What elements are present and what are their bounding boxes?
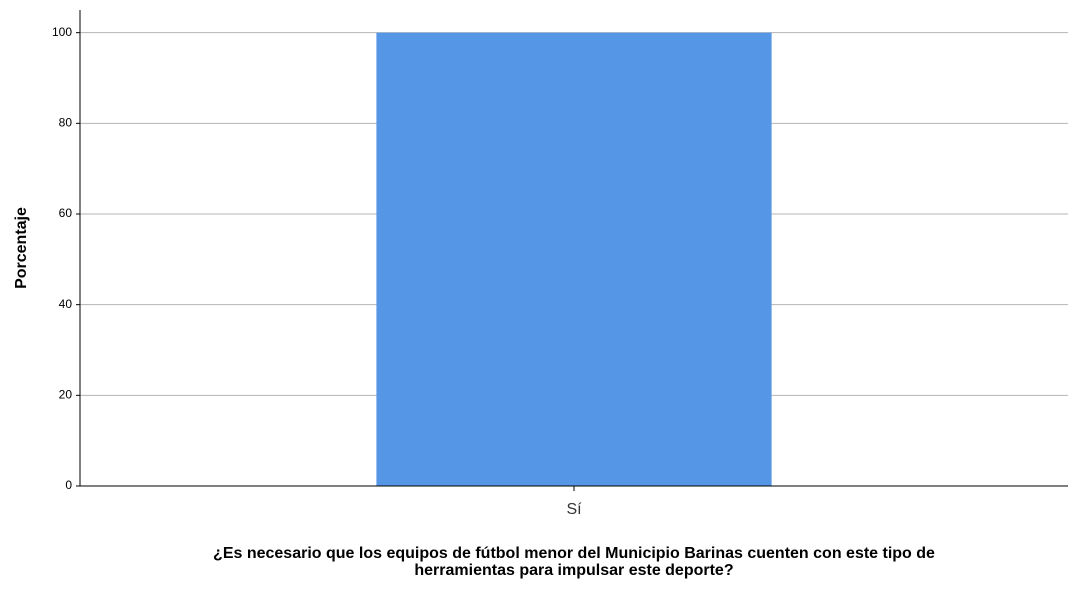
x-axis-label: herramientas para impulsar este deporte?: [414, 562, 733, 579]
y-tick-label: 60: [59, 206, 73, 220]
y-axis-label: Porcentaje: [13, 207, 30, 289]
y-tick-label: 100: [52, 25, 72, 39]
y-tick-label: 0: [65, 478, 72, 492]
y-tick-label: 20: [59, 388, 73, 402]
bar: [376, 32, 772, 487]
y-tick-label: 40: [59, 297, 73, 311]
x-tick-label: Sí: [566, 501, 582, 518]
y-tick-label: 80: [59, 116, 73, 130]
x-axis-label: ¿Es necesario que los equipos de fútbol …: [213, 545, 935, 562]
